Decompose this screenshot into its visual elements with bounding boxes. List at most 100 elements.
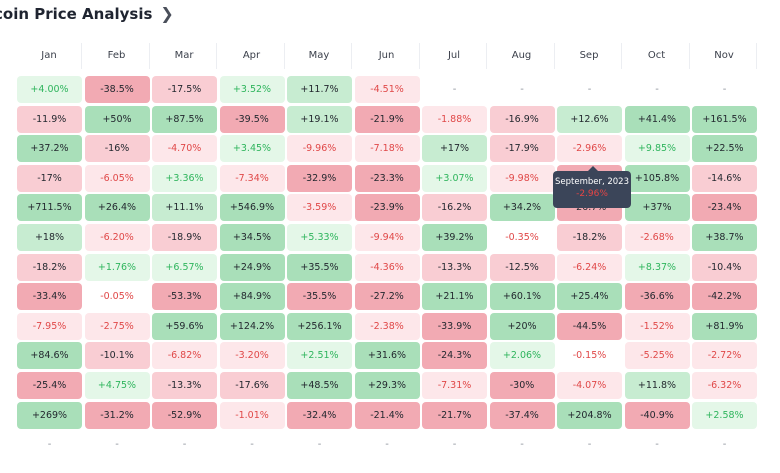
return-cell[interactable]: -33.4% — [17, 283, 82, 311]
return-cell[interactable]: -2.68% — [624, 224, 690, 251]
return-cell[interactable]: -16.9% — [489, 105, 555, 133]
return-cell[interactable]: +35.5% — [287, 253, 352, 281]
return-cell[interactable]: -32.4% — [287, 401, 352, 429]
return-cell[interactable]: +18% — [17, 224, 82, 251]
return-cell[interactable]: -4.36% — [354, 253, 420, 281]
return-cell[interactable]: +161.5% — [692, 105, 757, 133]
return-cell[interactable]: -13.3% — [422, 253, 487, 281]
page-title[interactable]: coin Price Analysis ❯ — [0, 4, 174, 23]
return-cell[interactable]: -17.6% — [219, 372, 285, 399]
return-cell[interactable]: -3.20% — [219, 342, 285, 370]
return-cell[interactable]: -10.1% — [84, 342, 150, 370]
return-cell[interactable]: -6.32% — [692, 372, 757, 399]
return-cell[interactable]: +269% — [17, 401, 82, 429]
return-cell[interactable]: +3.07% — [422, 164, 487, 192]
return-cell[interactable]: -6.20% — [84, 224, 150, 251]
return-cell[interactable]: +84.9% — [219, 283, 285, 311]
return-cell[interactable]: +4.75% — [84, 372, 150, 399]
return-cell[interactable]: -13.3% — [152, 372, 217, 399]
return-cell[interactable]: -7.31% — [422, 372, 487, 399]
return-cell[interactable]: +9.85% — [624, 135, 690, 163]
return-cell[interactable]: -16.2% — [422, 194, 487, 222]
return-cell[interactable]: -23.9% — [354, 194, 420, 222]
return-cell[interactable]: -7.95% — [17, 312, 82, 340]
return-cell[interactable]: -21.9% — [354, 105, 420, 133]
return-cell[interactable]: +19.1% — [287, 105, 352, 133]
return-cell[interactable]: -39.5% — [219, 105, 285, 133]
return-cell[interactable]: +4.00% — [17, 76, 82, 103]
return-cell[interactable]: -1.01% — [219, 401, 285, 429]
return-cell[interactable]: +2.06% — [489, 342, 555, 370]
return-cell[interactable]: +5.33% — [287, 224, 352, 251]
return-cell[interactable]: +6.57% — [152, 253, 217, 281]
return-cell[interactable]: -24.3% — [422, 342, 487, 370]
return-cell[interactable]: -2.96% — [557, 135, 622, 163]
return-cell[interactable]: -27.2% — [354, 283, 420, 311]
return-cell[interactable]: +41.4% — [624, 105, 690, 133]
return-cell[interactable]: +3.45% — [219, 135, 285, 163]
return-cell[interactable]: -12.5% — [489, 253, 555, 281]
return-cell[interactable]: +3.36% — [152, 164, 217, 192]
return-cell[interactable]: -4.07% — [557, 372, 622, 399]
return-cell[interactable]: -2.38% — [354, 312, 420, 340]
return-cell[interactable]: -4.51% — [354, 76, 420, 103]
return-cell[interactable]: +1.76% — [84, 253, 150, 281]
return-cell[interactable]: +84.6% — [17, 342, 82, 370]
return-cell[interactable]: +34.5% — [219, 224, 285, 251]
return-cell[interactable]: +8.37% — [624, 253, 690, 281]
return-cell[interactable]: +546.9% — [219, 194, 285, 222]
return-cell[interactable]: +22.5% — [692, 135, 757, 163]
return-cell[interactable]: -21.7% — [422, 401, 487, 429]
return-cell[interactable]: -17.5% — [152, 76, 217, 103]
return-cell[interactable]: +3.52% — [219, 76, 285, 103]
return-cell[interactable]: -31.2% — [84, 401, 150, 429]
return-cell[interactable]: +17% — [422, 135, 487, 163]
return-cell[interactable]: -0.05% — [84, 283, 150, 311]
return-cell[interactable]: -10.4% — [692, 253, 757, 281]
return-cell[interactable]: -9.96% — [287, 135, 352, 163]
return-cell[interactable]: +204.8% — [557, 401, 622, 429]
return-cell[interactable]: -52.9% — [152, 401, 217, 429]
return-cell[interactable]: +29.3% — [354, 372, 420, 399]
return-cell[interactable]: -5.25% — [624, 342, 690, 370]
return-cell[interactable]: +59.6% — [152, 312, 217, 340]
return-cell[interactable]: -9.98% — [489, 164, 555, 192]
return-cell[interactable]: +60.1% — [489, 283, 555, 311]
return-cell[interactable]: -18.2% — [557, 224, 622, 251]
return-cell[interactable]: +105.8% — [624, 164, 690, 192]
return-cell[interactable]: +2.58% — [692, 401, 757, 429]
return-cell[interactable]: +34.2% — [489, 194, 555, 222]
return-cell[interactable]: -3.59% — [287, 194, 352, 222]
return-cell[interactable]: -1.52% — [624, 312, 690, 340]
return-cell[interactable]: -14.6% — [692, 164, 757, 192]
return-cell[interactable]: +24.9% — [219, 253, 285, 281]
return-cell[interactable]: -18.2% — [17, 253, 82, 281]
return-cell[interactable]: -16% — [84, 135, 150, 163]
return-cell[interactable]: +81.9% — [692, 312, 757, 340]
return-cell[interactable]: -2.72% — [692, 342, 757, 370]
return-cell[interactable]: -37.4% — [489, 401, 555, 429]
return-cell[interactable]: +39.2% — [422, 224, 487, 251]
return-cell[interactable]: -25.4% — [17, 372, 82, 399]
return-cell[interactable]: -6.05% — [84, 164, 150, 192]
return-cell[interactable]: -9.94% — [354, 224, 420, 251]
return-cell[interactable]: +20% — [489, 312, 555, 340]
return-cell[interactable]: +38.7% — [692, 224, 757, 251]
return-cell[interactable]: +31.6% — [354, 342, 420, 370]
return-cell[interactable]: -1.88% — [422, 105, 487, 133]
return-cell[interactable]: +711.5% — [17, 194, 82, 222]
return-cell[interactable]: +50% — [84, 105, 150, 133]
return-cell[interactable]: -17.9% — [489, 135, 555, 163]
return-cell[interactable]: +12.6% — [557, 105, 622, 133]
return-cell[interactable]: -11.9% — [17, 105, 82, 133]
return-cell[interactable]: +11.7% — [287, 76, 352, 103]
return-cell[interactable]: -0.15% — [557, 342, 622, 370]
return-cell[interactable]: -30% — [489, 372, 555, 399]
chevron-right-icon[interactable]: ❯ — [160, 4, 174, 23]
return-cell[interactable]: -6.24% — [557, 253, 622, 281]
return-cell[interactable]: +37.2% — [17, 135, 82, 163]
return-cell[interactable]: +87.5% — [152, 105, 217, 133]
return-cell[interactable]: +124.2% — [219, 312, 285, 340]
return-cell[interactable]: -4.70% — [152, 135, 217, 163]
return-cell[interactable]: -23.4% — [692, 194, 757, 222]
